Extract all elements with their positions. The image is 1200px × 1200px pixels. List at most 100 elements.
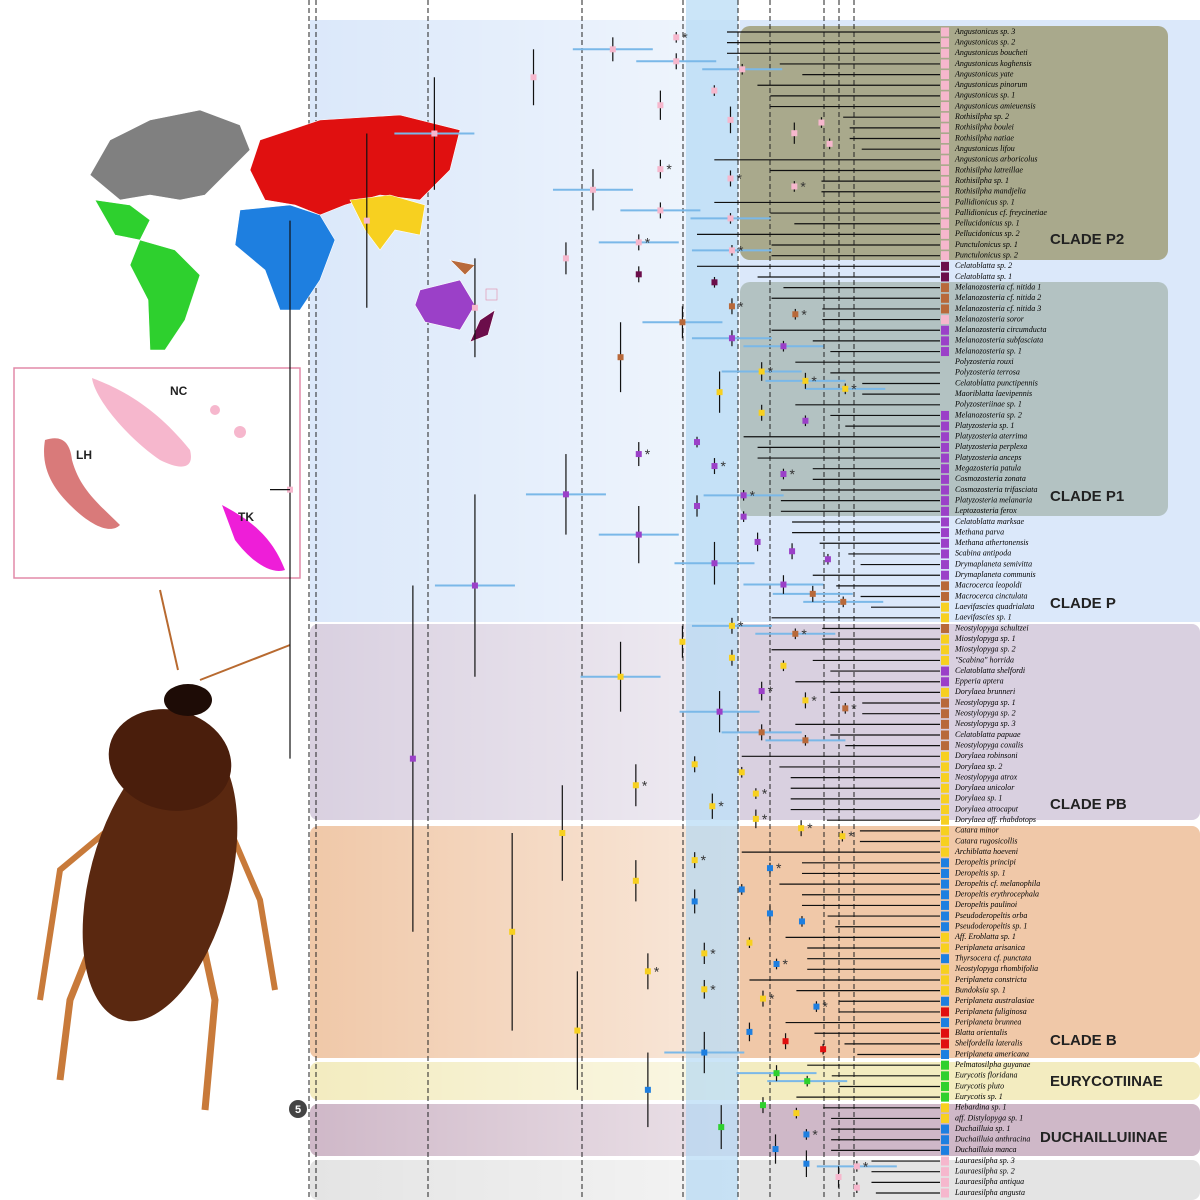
node	[802, 417, 809, 424]
node	[509, 928, 516, 935]
support-asterisk: *	[738, 618, 744, 634]
node	[716, 708, 723, 715]
region-box	[941, 27, 949, 37]
node	[694, 502, 701, 509]
node	[802, 737, 809, 744]
node	[758, 368, 765, 375]
taxon-label: Angustonicus pinorum	[954, 80, 1027, 89]
support-asterisk: *	[783, 956, 789, 972]
taxon-label: Dorylaea aff. rhabdotops	[954, 815, 1036, 824]
region-box	[941, 91, 949, 101]
support-asterisk: *	[776, 860, 782, 876]
region-box	[941, 560, 949, 570]
region-box	[941, 623, 949, 633]
region-box	[941, 134, 949, 144]
region-box	[941, 506, 949, 516]
taxon-label: Deropeltis sp. 1	[954, 868, 1006, 877]
taxon-label: Lauraesilpha sp. 3	[954, 1156, 1015, 1165]
support-asterisk: *	[642, 777, 648, 793]
region-box	[941, 123, 949, 133]
node	[773, 960, 780, 967]
taxon-label: Punctulonicus sp. 1	[954, 240, 1018, 249]
taxon-label: Periplaneta arisanica	[954, 943, 1025, 952]
region-box	[941, 602, 949, 612]
support-asterisk: *	[762, 811, 768, 827]
node	[818, 119, 825, 126]
taxon-label: Angustonicus boucheti	[954, 48, 1028, 57]
region-box	[941, 293, 949, 303]
taxon-label: Eurycotis floridana	[954, 1071, 1017, 1080]
region-box	[941, 581, 949, 591]
region-box	[941, 858, 949, 868]
support-asterisk: *	[801, 306, 807, 322]
node	[839, 833, 846, 840]
taxon-label: Celatoblatta papuae	[955, 730, 1021, 739]
taxon-label: Celatoblatta shelfordi	[955, 666, 1025, 675]
node	[728, 335, 735, 342]
region-box	[941, 197, 949, 207]
support-asterisk: *	[822, 999, 828, 1015]
taxon-label: Melanozosteria circumducta	[954, 325, 1046, 334]
taxon-label: Punctulonicus sp. 2	[954, 251, 1018, 260]
taxon-label: Leptozosteria ferox	[954, 506, 1017, 515]
node	[766, 910, 773, 917]
support-asterisk: *	[738, 242, 744, 258]
taxon-label: Neostylopyga sp. 1	[954, 698, 1016, 707]
region-box	[941, 698, 949, 708]
taxon-label: Neostylopyga atrox	[954, 772, 1018, 781]
taxon-label: Bundoksia sp. 1	[955, 985, 1006, 994]
region-box	[941, 315, 949, 325]
support-asterisk: *	[768, 683, 774, 699]
region-box	[941, 240, 949, 250]
node	[701, 1049, 708, 1056]
taxon-label: Pellucidonicus sp. 2	[954, 229, 1020, 238]
support-asterisk: *	[738, 298, 744, 314]
support-asterisk: *	[645, 446, 651, 462]
region-box	[941, 773, 949, 783]
support-asterisk: *	[736, 170, 742, 186]
region-box	[941, 112, 949, 122]
taxon-label: Epperia aptera	[954, 677, 1004, 686]
node	[635, 531, 642, 538]
support-asterisk: *	[666, 161, 672, 177]
support-asterisk: *	[848, 828, 854, 844]
node	[835, 1174, 842, 1181]
region-box	[941, 815, 949, 825]
taxon-label: Angustonicus koghensis	[954, 59, 1032, 68]
region-box	[941, 474, 949, 484]
taxon-label: Megazosteria patula	[954, 464, 1021, 473]
taxon-label: Dorylaea brunneri	[954, 687, 1015, 696]
clade-label: CLADE P	[1050, 595, 1116, 612]
taxon-label: Angustonicus sp. 3	[954, 27, 1015, 36]
region-box	[941, 868, 949, 878]
node-badge	[289, 1100, 307, 1118]
taxon-label: Platyzosteria anceps	[954, 453, 1021, 462]
node	[773, 1070, 780, 1077]
node	[754, 538, 761, 545]
node	[798, 918, 805, 925]
taxon-label: Aff. Eroblatta sp. 1	[954, 932, 1016, 941]
region-box	[941, 410, 949, 420]
region-box	[941, 496, 949, 506]
taxon-label: Platyzosteria sp. 1	[954, 421, 1014, 430]
region-box	[941, 464, 949, 474]
region-box	[941, 975, 949, 985]
region-box	[941, 208, 949, 218]
taxon-label: Dorylaea robinsoni	[954, 751, 1018, 760]
support-asterisk: *	[645, 234, 651, 250]
node	[635, 239, 642, 246]
node	[691, 857, 698, 864]
region-box	[941, 1007, 949, 1017]
region-box	[941, 80, 949, 90]
taxon-label: Pellucidonicus sp. 1	[954, 219, 1020, 228]
support-asterisk: *	[851, 381, 857, 397]
region-box	[941, 421, 949, 431]
node	[798, 825, 805, 832]
region-box	[941, 165, 949, 175]
taxon-label: Melanozosteria soror	[954, 314, 1025, 323]
node	[644, 968, 651, 975]
taxon-label: Angustonicus yate	[954, 69, 1014, 78]
support-asterisk: *	[750, 487, 756, 503]
